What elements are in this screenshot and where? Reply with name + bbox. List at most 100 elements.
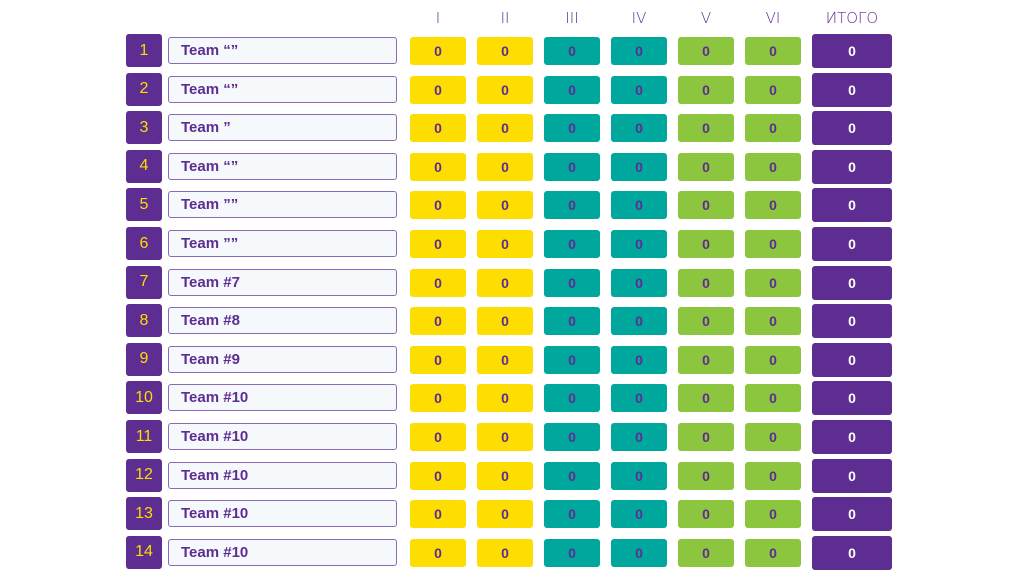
score-cell[interactable]: 0 (678, 37, 734, 65)
score-cell[interactable]: 0 (410, 268, 466, 297)
score-cell[interactable]: 0 (477, 268, 533, 297)
score-cell[interactable]: 0 (678, 230, 734, 258)
score-cell[interactable]: 0 (477, 384, 533, 413)
score-cell[interactable]: 0 (678, 345, 734, 374)
score-cell[interactable]: 0 (745, 191, 801, 220)
table-row: 4 Team “” 0 0 0 0 0 0 0 (0, 149, 1024, 184)
team-name-field[interactable]: Team #10 (168, 423, 397, 450)
score-cell[interactable]: 0 (477, 538, 533, 567)
score-cell[interactable]: 0 (477, 75, 533, 104)
team-name-field[interactable]: Team ”” (168, 230, 397, 257)
score-cell[interactable]: 0 (544, 423, 600, 451)
score-cell[interactable]: 0 (745, 37, 801, 65)
score-cell[interactable]: 0 (678, 75, 734, 104)
score-cell[interactable]: 0 (544, 307, 600, 336)
score-cell[interactable]: 0 (477, 461, 533, 490)
team-name-field[interactable]: Team #9 (168, 345, 397, 373)
team-name-field[interactable]: Team #10 (168, 500, 397, 528)
score-cell[interactable]: 0 (544, 152, 600, 181)
score-cell[interactable]: 0 (410, 538, 466, 567)
score-cell[interactable]: 0 (745, 538, 801, 567)
score-cell[interactable]: 0 (544, 191, 600, 220)
score-cell[interactable]: 0 (745, 423, 801, 451)
score-cell[interactable]: 0 (745, 384, 801, 413)
score-cell[interactable]: 0 (611, 75, 667, 104)
score-cell[interactable]: 0 (410, 384, 466, 413)
score-cell[interactable]: 0 (678, 423, 734, 451)
score-cell[interactable]: 0 (678, 461, 734, 490)
score-cell[interactable]: 0 (477, 307, 533, 336)
score-cell[interactable]: 0 (544, 461, 600, 490)
score-cell[interactable]: 0 (678, 384, 734, 413)
score-cell[interactable]: 0 (611, 423, 667, 451)
score-cell[interactable]: 0 (410, 75, 466, 104)
score-cell[interactable]: 0 (410, 500, 466, 529)
score-cell[interactable]: 0 (678, 268, 734, 297)
score-cell[interactable]: 0 (611, 230, 667, 258)
score-cell[interactable]: 0 (410, 191, 466, 220)
team-name-field[interactable]: Team “” (168, 37, 397, 64)
score-cell[interactable]: 0 (745, 114, 801, 143)
score-cell[interactable]: 0 (678, 500, 734, 529)
score-cell[interactable]: 0 (544, 268, 600, 297)
score-cell[interactable]: 0 (477, 191, 533, 220)
score-cell[interactable]: 0 (410, 152, 466, 181)
score-cell[interactable]: 0 (678, 191, 734, 220)
score-cell[interactable]: 0 (611, 345, 667, 374)
score-cell[interactable]: 0 (477, 37, 533, 65)
score-cell[interactable]: 0 (477, 152, 533, 181)
score-cell[interactable]: 0 (410, 37, 466, 65)
score-cell[interactable]: 0 (477, 423, 533, 451)
score-cell[interactable]: 0 (745, 307, 801, 336)
score-cell[interactable]: 0 (611, 191, 667, 220)
team-name-field[interactable]: Team #10 (168, 384, 397, 412)
score-cell[interactable]: 0 (410, 345, 466, 374)
team-name-field[interactable]: Team ” (168, 114, 397, 142)
score-cell[interactable]: 0 (678, 538, 734, 567)
score-cell[interactable]: 0 (544, 500, 600, 529)
score-cell[interactable]: 0 (410, 230, 466, 258)
score-cell[interactable]: 0 (678, 307, 734, 336)
score-cell[interactable]: 0 (611, 37, 667, 65)
score-cell[interactable]: 0 (745, 500, 801, 529)
score-cell[interactable]: 0 (745, 268, 801, 297)
score-cell[interactable]: 0 (745, 461, 801, 490)
score-cell[interactable]: 0 (544, 230, 600, 258)
score-cell[interactable]: 0 (611, 384, 667, 413)
score-cell[interactable]: 0 (544, 345, 600, 374)
score-cell[interactable]: 0 (611, 152, 667, 181)
team-name-field[interactable]: Team “” (168, 75, 397, 103)
score-cell[interactable]: 0 (544, 75, 600, 104)
score-cell[interactable]: 0 (544, 37, 600, 65)
team-name-field[interactable]: Team “” (168, 152, 397, 180)
score-cell[interactable]: 0 (544, 384, 600, 413)
score-cell[interactable]: 0 (477, 114, 533, 143)
score-cell[interactable]: 0 (678, 114, 734, 143)
score-cell[interactable]: 0 (477, 230, 533, 258)
score-cell[interactable]: 0 (477, 500, 533, 529)
score-cell[interactable]: 0 (611, 268, 667, 297)
score-cell[interactable]: 0 (410, 423, 466, 451)
score-cell[interactable]: 0 (410, 461, 466, 490)
team-name-field[interactable]: Team #10 (168, 538, 397, 566)
score-cell[interactable]: 0 (611, 500, 667, 529)
score-cell[interactable]: 0 (611, 461, 667, 490)
score-cell[interactable]: 0 (745, 152, 801, 181)
score-cell[interactable]: 0 (477, 345, 533, 374)
score-cell[interactable]: 0 (611, 307, 667, 336)
score-cell[interactable]: 0 (745, 345, 801, 374)
score-cell[interactable]: 0 (678, 152, 734, 181)
score-cell[interactable]: 0 (410, 114, 466, 143)
score-cell[interactable]: 0 (544, 538, 600, 567)
team-name-field[interactable]: Team #10 (168, 461, 397, 489)
score-cell[interactable]: 0 (410, 307, 466, 336)
team-name-field[interactable]: Team ”” (168, 191, 397, 219)
score-cell[interactable]: 0 (745, 75, 801, 104)
score-cell[interactable]: 0 (611, 114, 667, 143)
score-cell[interactable]: 0 (745, 230, 801, 258)
score-cell[interactable]: 0 (544, 114, 600, 143)
table-row: 10 Team #10 0 0 0 0 0 0 0 (0, 381, 1024, 416)
team-name-field[interactable]: Team #7 (168, 268, 397, 296)
team-name-field[interactable]: Team #8 (168, 307, 397, 335)
score-cell[interactable]: 0 (611, 538, 667, 567)
